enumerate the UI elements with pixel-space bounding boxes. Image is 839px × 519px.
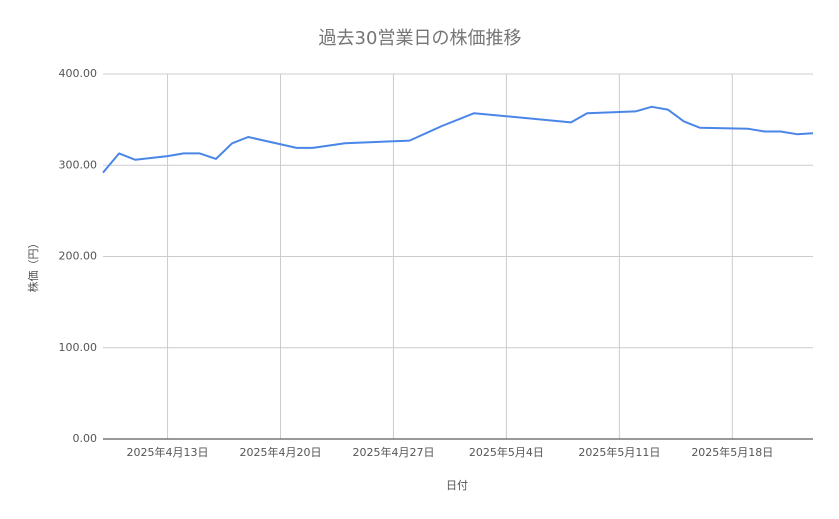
- y-tick-label: 0.00: [73, 432, 98, 445]
- x-tick-label: 2025年5月4日: [469, 445, 544, 459]
- x-tick-label: 2025年5月18日: [691, 445, 773, 459]
- price-line: [102, 105, 814, 174]
- y-axis-label: 株価（円）: [26, 238, 40, 293]
- x-tick-label: 2025年4月13日: [127, 445, 209, 459]
- y-tick-label: 100.00: [59, 341, 98, 354]
- x-axis-label: 日付: [446, 479, 468, 492]
- x-tick-label: 2025年4月27日: [352, 445, 434, 459]
- y-tick-label: 300.00: [59, 158, 98, 171]
- y-tick-label: 400.00: [59, 67, 98, 80]
- chart-title: 過去30営業日の株価推移: [319, 28, 522, 49]
- x-tick-label: 2025年5月11日: [578, 445, 660, 459]
- x-tick-label: 2025年4月20日: [240, 445, 322, 459]
- y-tick-label: 200.00: [59, 250, 98, 263]
